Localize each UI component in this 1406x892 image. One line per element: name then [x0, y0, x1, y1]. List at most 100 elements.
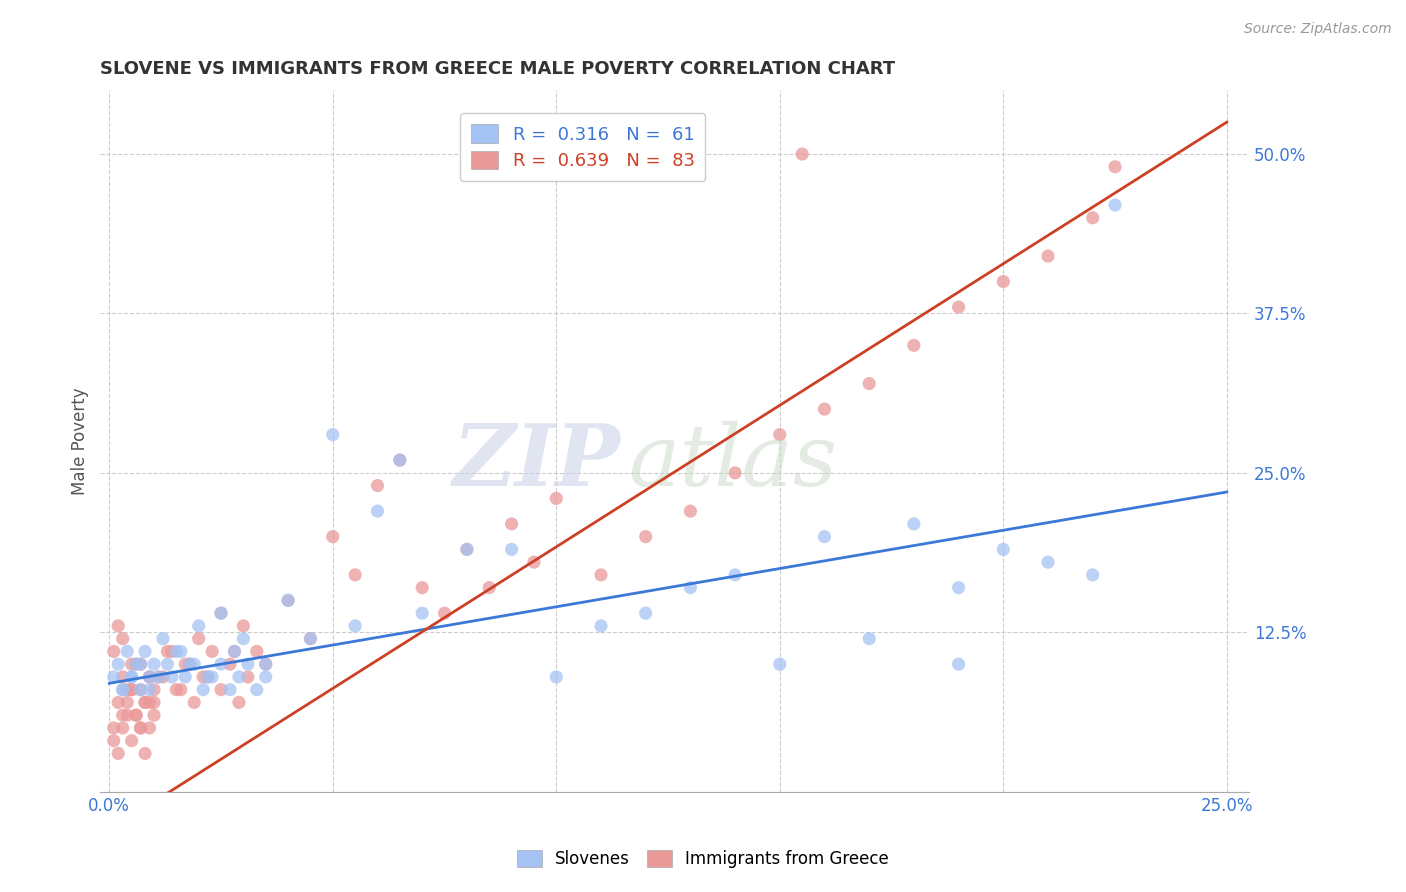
Point — [456, 542, 478, 557]
Point — [134, 644, 156, 658]
Point — [236, 670, 259, 684]
Point — [125, 657, 148, 672]
Point — [156, 657, 179, 672]
Point — [478, 581, 501, 595]
Point — [903, 516, 925, 531]
Point — [111, 682, 134, 697]
Point — [858, 376, 880, 391]
Point — [366, 478, 388, 492]
Point — [254, 670, 277, 684]
Point — [501, 516, 523, 531]
Point — [769, 427, 792, 442]
Point — [107, 747, 129, 761]
Point — [138, 670, 160, 684]
Point — [160, 644, 183, 658]
Point — [224, 644, 246, 658]
Point — [634, 530, 657, 544]
Point — [344, 567, 367, 582]
Point — [197, 670, 219, 684]
Point — [107, 657, 129, 672]
Point — [1081, 567, 1104, 582]
Point — [201, 644, 224, 658]
Point — [129, 657, 152, 672]
Point — [125, 708, 148, 723]
Point — [191, 670, 214, 684]
Point — [299, 632, 322, 646]
Point — [858, 632, 880, 646]
Point — [174, 657, 197, 672]
Point — [209, 682, 232, 697]
Point — [634, 606, 657, 620]
Point — [277, 593, 299, 607]
Point — [187, 632, 209, 646]
Text: ZIP: ZIP — [453, 420, 621, 504]
Point — [115, 695, 138, 709]
Point — [152, 670, 174, 684]
Point — [792, 147, 814, 161]
Point — [165, 644, 187, 658]
Point — [103, 670, 125, 684]
Point — [121, 670, 143, 684]
Point — [165, 682, 187, 697]
Point — [236, 657, 259, 672]
Point — [125, 708, 148, 723]
Point — [366, 504, 388, 518]
Point — [179, 657, 201, 672]
Legend: R =  0.316   N =  61, R =  0.639   N =  83: R = 0.316 N = 61, R = 0.639 N = 83 — [460, 113, 706, 181]
Point — [138, 670, 160, 684]
Point — [589, 619, 612, 633]
Point — [411, 581, 433, 595]
Point — [724, 466, 747, 480]
Point — [197, 670, 219, 684]
Point — [170, 644, 193, 658]
Point — [228, 670, 250, 684]
Point — [232, 632, 254, 646]
Point — [129, 721, 152, 735]
Point — [232, 619, 254, 633]
Point — [183, 657, 205, 672]
Point — [134, 695, 156, 709]
Point — [183, 695, 205, 709]
Point — [103, 644, 125, 658]
Point — [1104, 160, 1126, 174]
Point — [993, 275, 1015, 289]
Point — [209, 606, 232, 620]
Y-axis label: Male Poverty: Male Poverty — [72, 387, 89, 495]
Point — [501, 542, 523, 557]
Point — [134, 747, 156, 761]
Point — [219, 657, 242, 672]
Point — [411, 606, 433, 620]
Point — [299, 632, 322, 646]
Point — [209, 606, 232, 620]
Point — [456, 542, 478, 557]
Legend: Slovenes, Immigrants from Greece: Slovenes, Immigrants from Greece — [510, 843, 896, 875]
Point — [277, 593, 299, 607]
Point — [107, 619, 129, 633]
Point — [129, 682, 152, 697]
Point — [143, 708, 166, 723]
Point — [143, 695, 166, 709]
Point — [589, 567, 612, 582]
Point — [246, 682, 269, 697]
Point — [115, 682, 138, 697]
Point — [111, 632, 134, 646]
Point — [254, 657, 277, 672]
Point — [174, 670, 197, 684]
Point — [228, 695, 250, 709]
Point — [121, 733, 143, 747]
Point — [224, 644, 246, 658]
Point — [322, 530, 344, 544]
Point — [388, 453, 411, 467]
Point — [187, 619, 209, 633]
Text: atlas: atlas — [627, 421, 837, 503]
Point — [111, 721, 134, 735]
Point — [148, 670, 170, 684]
Point — [201, 670, 224, 684]
Point — [209, 657, 232, 672]
Point — [246, 644, 269, 658]
Point — [948, 657, 970, 672]
Text: Source: ZipAtlas.com: Source: ZipAtlas.com — [1244, 22, 1392, 37]
Point — [115, 708, 138, 723]
Point — [115, 644, 138, 658]
Point — [160, 670, 183, 684]
